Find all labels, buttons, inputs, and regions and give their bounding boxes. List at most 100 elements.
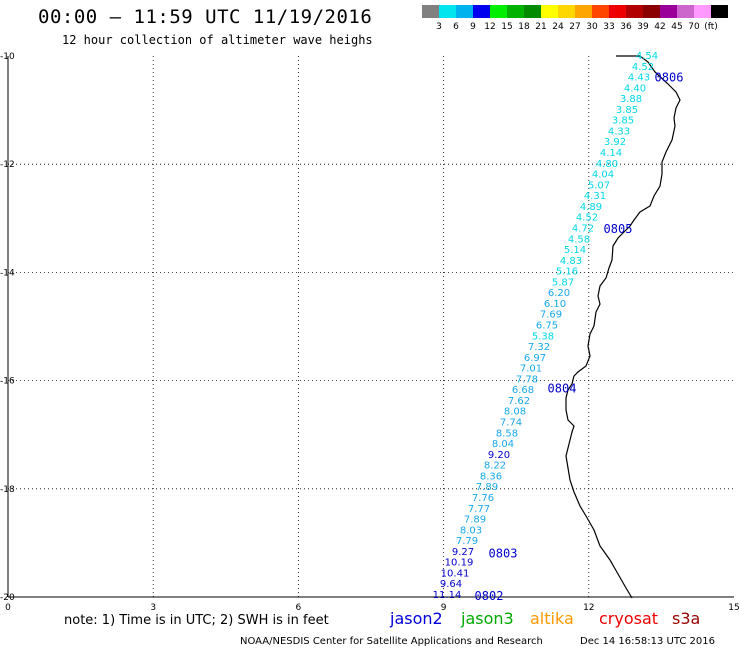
credit-text: NOAA/NESDIS Center for Satellite Applica…	[240, 636, 543, 647]
scale-label: 12	[484, 22, 496, 32]
y-tick-label: -20	[0, 593, 15, 603]
coastline	[565, 55, 681, 599]
map-subtitle: 12 hour collection of altimeter wave hei…	[62, 33, 373, 47]
x-tick-label: 15	[728, 603, 739, 613]
scale-label: (ft)	[704, 22, 718, 32]
wave-height-value: 5.38	[532, 331, 554, 342]
scale-swatch	[643, 5, 660, 18]
scale-label: 33	[603, 22, 615, 32]
map-title: 00:00 – 11:59 UTC 11/19/2016	[38, 6, 373, 28]
y-tick-label: -12	[0, 160, 15, 170]
wave-height-value: 4.89	[580, 202, 602, 213]
wave-height-value: 7.89	[464, 515, 486, 526]
wave-height-value: 4.58	[568, 234, 590, 245]
wave-height-value: 4.04	[592, 170, 614, 181]
x-tick-label: 3	[150, 603, 156, 613]
y-tick-label: -16	[0, 377, 15, 387]
track-time-labels: 0806 0805 0804 0803 0802	[475, 71, 684, 603]
wave-height-value: 5.14	[564, 245, 586, 256]
wave-height-value: 4.14	[600, 148, 622, 159]
wave-height-value: 7.76	[472, 493, 494, 504]
scale-label: 36	[620, 22, 632, 32]
wave-height-value: 3.85	[612, 116, 634, 127]
track-time-label: 0802	[475, 589, 504, 603]
track-time-label: 0804	[548, 382, 577, 396]
scale-swatch	[592, 5, 609, 18]
wave-height-value: 4.40	[624, 83, 646, 94]
x-axis-labels: 0 3 6 9 12 15	[5, 603, 740, 613]
wave-height-value: 4.80	[596, 159, 618, 170]
scale-label: 6	[453, 22, 459, 32]
wave-height-value: 6.10	[544, 299, 566, 310]
scale-swatch	[439, 5, 456, 18]
scale-swatch	[541, 5, 558, 18]
wave-height-value: 8.58	[496, 428, 518, 439]
scale-swatch	[575, 5, 592, 18]
timestamp-text: Dec 14 16:58:13 UTC 2016	[580, 636, 715, 647]
color-scale	[422, 5, 728, 18]
wave-height-value: 7.77	[468, 504, 490, 515]
wave-height-value: 5.87	[552, 277, 574, 288]
wave-height-value: 5.07	[588, 180, 610, 191]
wave-height-value: 4.72	[572, 223, 594, 234]
wave-height-value: 4.52	[632, 62, 654, 73]
scale-label: 39	[637, 22, 649, 32]
wave-height-value: 7.79	[456, 536, 478, 547]
wave-height-value: 6.68	[512, 385, 534, 396]
scale-swatch	[524, 5, 541, 18]
y-tick-label: -14	[0, 268, 15, 278]
scale-swatch	[473, 5, 490, 18]
legend-jason2: jason2	[390, 609, 443, 628]
wave-height-value: 7.78	[516, 374, 538, 385]
scale-swatch	[609, 5, 626, 18]
scale-label: 30	[586, 22, 598, 32]
wave-height-value: 7.62	[508, 396, 530, 407]
wave-height-values: 4.544.524.434.403.883.853.854.333.924.14…	[433, 51, 658, 601]
x-tick-label: 9	[441, 603, 447, 613]
scale-swatch	[660, 5, 677, 18]
wave-height-value: 7.01	[520, 364, 542, 375]
wave-height-value: 7.32	[528, 342, 550, 353]
y-axis-labels: -10 -12 -14 -16 -18 -20	[0, 52, 15, 603]
wave-height-value: 4.43	[628, 73, 650, 84]
wave-height-value: 6.20	[548, 288, 570, 299]
scale-swatch	[422, 5, 439, 18]
y-tick-label: -18	[0, 485, 15, 495]
scale-label: 70	[688, 22, 700, 32]
wave-height-value: 7.74	[500, 418, 522, 429]
scale-swatch	[490, 5, 507, 18]
scale-swatch	[626, 5, 643, 18]
scale-label: 3	[436, 22, 442, 32]
wave-height-value: 8.08	[504, 407, 526, 418]
legend-cryosat: cryosat	[599, 609, 659, 628]
wave-height-value: 11.14	[433, 590, 462, 601]
scale-label: 42	[654, 22, 666, 32]
scale-label: 15	[501, 22, 513, 32]
scale-label: 9	[470, 22, 476, 32]
y-tick-label: -10	[0, 52, 15, 62]
x-tick-label: 0	[5, 603, 11, 613]
footer-note: note: 1) Time is in UTC; 2) SWH is in fe…	[64, 613, 329, 628]
scale-swatch	[558, 5, 575, 18]
wave-height-value: 6.97	[524, 353, 546, 364]
wave-height-value: 8.03	[460, 525, 482, 536]
wave-height-value: 8.04	[492, 439, 514, 450]
wave-height-value: 5.16	[556, 267, 578, 278]
scale-swatch	[677, 5, 694, 18]
track-time-label: 0806	[655, 71, 684, 85]
wave-height-value: 10.41	[441, 568, 470, 579]
wave-height-value: 3.92	[604, 137, 626, 148]
legend-s3a: s3a	[672, 609, 701, 628]
x-tick-label: 12	[583, 603, 594, 613]
wave-height-value: 3.85	[616, 105, 638, 116]
scale-swatch	[711, 5, 728, 18]
wave-height-value: 8.36	[480, 471, 502, 482]
wave-height-value: 8.22	[484, 461, 506, 472]
track-time-label: 0803	[489, 547, 518, 561]
wave-height-value: 3.88	[620, 94, 642, 105]
scale-label: 21	[535, 22, 547, 32]
scale-swatch	[694, 5, 711, 18]
wave-height-value: 9.20	[488, 450, 510, 461]
wave-height-value: 10.19	[445, 558, 474, 569]
